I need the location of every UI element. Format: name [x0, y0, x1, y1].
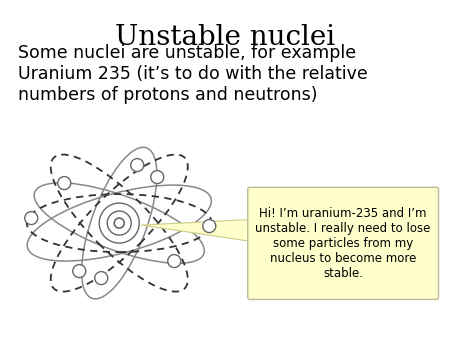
Circle shape [131, 159, 144, 172]
Circle shape [99, 203, 139, 243]
Circle shape [168, 255, 181, 268]
Polygon shape [141, 220, 250, 241]
Circle shape [203, 220, 216, 233]
Circle shape [58, 176, 71, 190]
Circle shape [25, 212, 38, 224]
Circle shape [95, 271, 108, 285]
Text: Some nuclei are unstable, for example
Uranium 235 (it’s to do with the relative
: Some nuclei are unstable, for example Ur… [18, 44, 368, 103]
Circle shape [107, 211, 131, 235]
Circle shape [151, 171, 164, 184]
Circle shape [73, 265, 86, 277]
FancyBboxPatch shape [248, 187, 438, 299]
Circle shape [114, 218, 124, 228]
Text: Hi! I’m uranium-235 and I’m
unstable. I really need to lose
some particles from : Hi! I’m uranium-235 and I’m unstable. I … [256, 207, 431, 280]
Text: Unstable nuclei: Unstable nuclei [115, 24, 335, 51]
